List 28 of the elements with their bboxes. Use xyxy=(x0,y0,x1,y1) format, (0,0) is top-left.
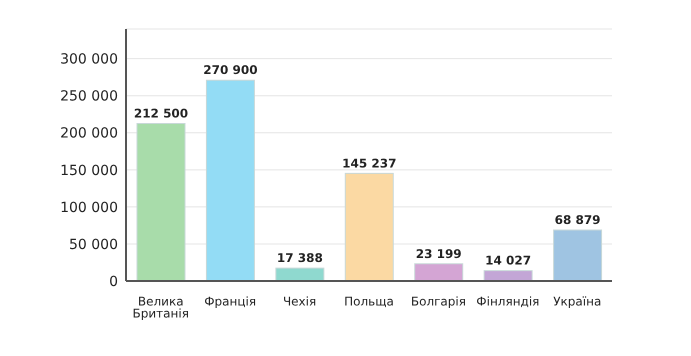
bar xyxy=(136,123,186,281)
y-tick-label: 250 000 xyxy=(60,88,118,105)
y-tick-label: 300 000 xyxy=(60,52,118,68)
bar xyxy=(206,80,255,281)
x-tick-label: Велика Британія xyxy=(132,294,189,321)
bar xyxy=(275,268,324,281)
data-label: 68 879 xyxy=(554,212,601,227)
x-tick-label: Болгарія xyxy=(410,294,466,309)
data-label: 14 027 xyxy=(485,254,532,268)
data-label: 270 900 xyxy=(203,63,258,78)
data-label: 145 237 xyxy=(342,156,396,170)
x-tick-label: Україна xyxy=(553,294,602,309)
data-label: 23 199 xyxy=(416,246,462,261)
data-label: 17 388 xyxy=(276,251,323,266)
y-tick-label: 100 000 xyxy=(60,200,118,216)
x-tick-label: Франція xyxy=(204,294,256,309)
y-tick-label: 0 xyxy=(109,274,118,290)
x-tick-label: Фінляндія xyxy=(476,294,540,309)
x-tick-label: Чехія xyxy=(282,294,316,309)
bar xyxy=(484,270,533,281)
y-tick-label: 150 000 xyxy=(60,162,118,179)
bar xyxy=(344,172,394,281)
y-tick-label: 200 000 xyxy=(60,126,118,142)
bar xyxy=(553,229,602,281)
x-tick-label: Польща xyxy=(344,294,394,309)
y-tick-label: 50 000 xyxy=(69,236,118,253)
bar xyxy=(414,263,464,281)
data-label: 212 500 xyxy=(134,106,188,120)
